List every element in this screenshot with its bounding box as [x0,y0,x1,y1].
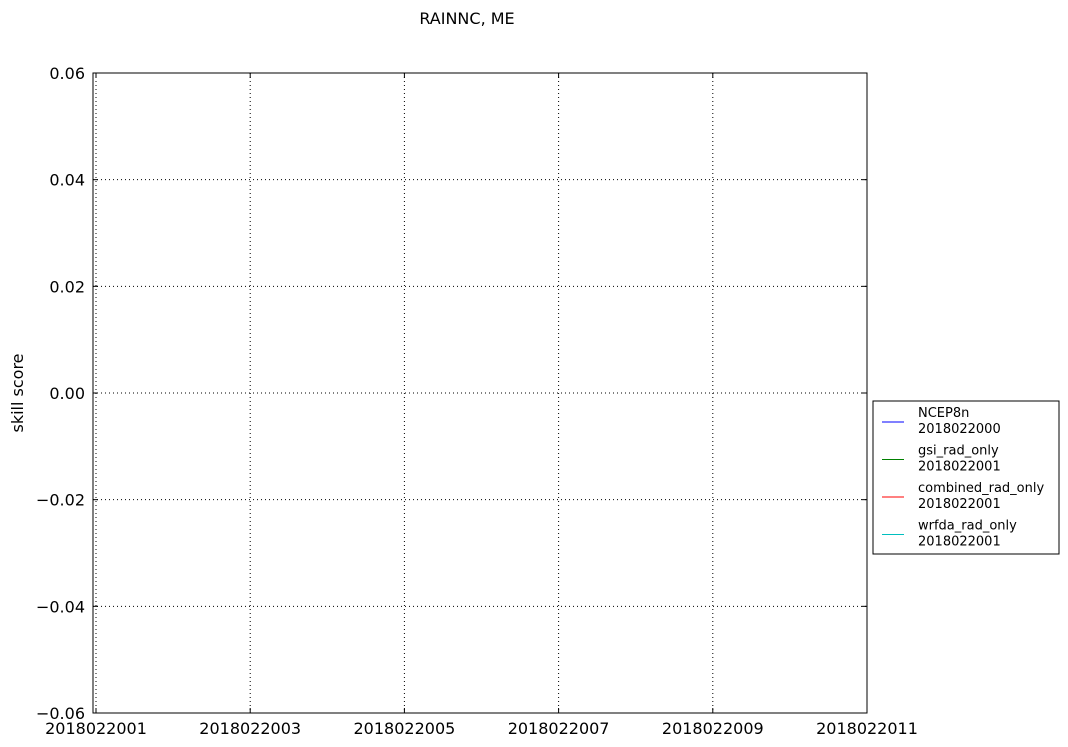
axis-ticks: 0.060.040.020.00−0.02−0.04−0.06201802200… [36,64,918,738]
y-tick-label: 0.02 [49,277,85,296]
legend-series-date: 2018022001 [918,535,1001,550]
legend-series-date: 2018022001 [918,497,1001,512]
x-tick-label: 2018022001 [45,719,147,738]
y-tick-label: −0.06 [36,704,85,723]
y-tick-label: 0.04 [49,171,85,190]
x-tick-label: 2018022003 [199,719,301,738]
y-tick-label: −0.04 [36,597,85,616]
legend: NCEP8n2018022000gsi_rad_only2018022001co… [872,400,1060,555]
chart-title: RAINNC, ME [419,9,514,28]
legend-series-date: 2018022000 [918,422,1001,437]
y-axis-label: skill score [8,353,27,432]
y-tick-label: 0.00 [49,384,85,403]
y-tick-label: −0.02 [36,491,85,510]
legend-box [872,400,1060,555]
legend-series-name: wrfda_rad_only [918,519,1017,534]
legend-series-name: gsi_rad_only [918,444,999,459]
legend-series-date: 2018022001 [918,460,1001,475]
grid [93,73,867,713]
legend-series-name: NCEP8n [918,406,969,421]
legend-series-name: combined_rad_only [918,481,1044,496]
x-tick-label: 2018022011 [816,719,918,738]
plot-area [92,72,868,714]
x-tick-label: 2018022005 [354,719,456,738]
x-tick-label: 2018022007 [508,719,610,738]
x-tick-label: 2018022009 [662,719,764,738]
y-tick-label: 0.06 [49,64,85,83]
